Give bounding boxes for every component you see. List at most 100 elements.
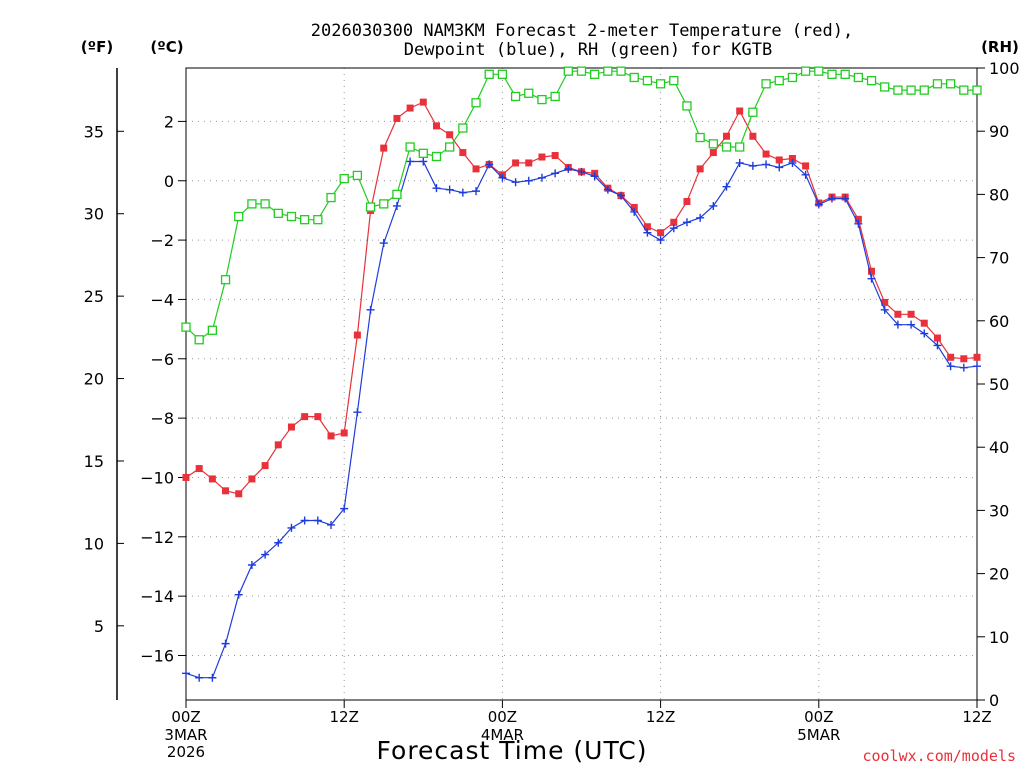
dewpoint-point — [274, 538, 283, 547]
dewpoint-point — [300, 516, 309, 525]
rh-tick-label: 60 — [989, 312, 1009, 331]
fahrenheit-tick-label: 20 — [84, 370, 104, 389]
rh-point — [484, 69, 494, 79]
temperature-point — [868, 267, 876, 275]
rh-point — [286, 211, 297, 222]
dewpoint-point — [788, 158, 797, 167]
dewpoint-point — [564, 164, 573, 173]
rh-point — [181, 322, 191, 332]
rh-point — [497, 69, 508, 79]
dewpoint-point — [182, 669, 190, 678]
rh-point — [431, 151, 442, 162]
celsius-tick-label: 0 — [164, 172, 174, 191]
rh-point — [721, 142, 732, 152]
fahrenheit-unit-label: (ºF) — [81, 38, 113, 56]
rh-tick-label: 100 — [989, 59, 1020, 78]
dewpoint-point — [946, 362, 955, 371]
dewpoint-point — [524, 176, 533, 185]
temperature-point — [802, 162, 810, 170]
rh-point — [247, 199, 257, 209]
celsius-tick-label: −2 — [150, 231, 174, 250]
temperature-point — [920, 319, 928, 327]
temperature-point — [551, 152, 559, 160]
temperature-point — [670, 218, 678, 226]
temperature-point — [195, 465, 203, 473]
temperature-series — [182, 98, 981, 498]
dewpoint-point — [959, 363, 968, 372]
temperature-point — [683, 198, 691, 206]
rh-point — [959, 85, 969, 95]
rh-point — [194, 335, 204, 345]
rh-point — [445, 142, 455, 152]
date-tick-label: 3MAR — [164, 726, 207, 744]
rh-point — [642, 75, 653, 86]
dewpoint-point — [630, 207, 639, 216]
dewpoint-point — [327, 520, 336, 529]
rh-point — [893, 85, 903, 95]
rh-point — [840, 69, 850, 79]
dewpoint-point — [722, 182, 731, 191]
temperature-point — [380, 144, 388, 152]
rh-point — [260, 199, 270, 209]
time-tick-label: 12Z — [646, 708, 675, 726]
fahrenheit-tick-label: 25 — [84, 287, 104, 306]
fahrenheit-tick-label: 10 — [84, 534, 104, 553]
temperature-point — [749, 132, 757, 140]
temperature-point — [208, 475, 216, 483]
rh-tick-label: 70 — [989, 249, 1009, 268]
rh-point — [603, 66, 613, 76]
temperature-point — [406, 104, 414, 112]
temperature-point — [657, 229, 665, 237]
rh-point — [392, 189, 402, 200]
time-tick-label: 00Z — [804, 708, 833, 726]
data-series — [181, 66, 982, 682]
year-tick-label: 2026 — [167, 743, 205, 761]
x-axis-label: Forecast Time (UTC) — [377, 736, 648, 765]
dewpoint-point — [682, 218, 691, 227]
temperature-point — [907, 310, 915, 318]
dewpoint-point — [735, 158, 744, 167]
rh-point — [932, 79, 943, 89]
dewpoint-point — [841, 194, 850, 203]
grid-lines — [186, 68, 977, 700]
dewpoint-point — [775, 163, 784, 172]
temperature-point — [881, 298, 889, 306]
rh-point — [906, 85, 916, 95]
rh-point — [273, 208, 283, 219]
dewpoint-point — [590, 172, 599, 181]
celsius-unit-label: (ºC) — [150, 38, 183, 56]
temperature-point — [393, 114, 401, 122]
fahrenheit-tick-label: 35 — [84, 122, 104, 141]
temperature-point — [696, 165, 704, 173]
fahrenheit-tick-label: 30 — [84, 205, 104, 224]
temperature-point — [314, 413, 322, 421]
rh-tick-label: 20 — [989, 565, 1009, 584]
rh-tick-label: 40 — [989, 438, 1009, 457]
dewpoint-point — [287, 523, 296, 532]
dewpoint-point — [498, 173, 507, 182]
rh-point — [682, 101, 692, 111]
temperature-point — [353, 331, 361, 339]
dewpoint-point — [445, 185, 454, 194]
temperature-point — [960, 355, 968, 363]
celsius-tick-label: −12 — [140, 528, 174, 547]
rh-point — [945, 79, 956, 89]
temperature-point — [472, 165, 480, 173]
rh-point — [563, 66, 573, 76]
rh-point — [972, 85, 982, 95]
celsius-tick-label: −8 — [150, 409, 174, 428]
temperature-point — [947, 353, 955, 361]
temperature-point — [723, 132, 731, 140]
dewpoint-point — [379, 239, 388, 248]
rh-point — [761, 79, 771, 89]
dewpoint-series — [182, 157, 981, 682]
dewpoint-point — [617, 191, 626, 200]
dewpoint-point — [814, 200, 823, 209]
dewpoint-point — [366, 305, 375, 314]
rh-point — [458, 123, 468, 133]
celsius-tick-label: −6 — [150, 350, 174, 369]
chart-title-line1: 2026030300 NAM3KM Forecast 2-meter Tempe… — [311, 21, 853, 41]
rh-point — [919, 85, 929, 95]
dewpoint-point — [537, 173, 546, 182]
